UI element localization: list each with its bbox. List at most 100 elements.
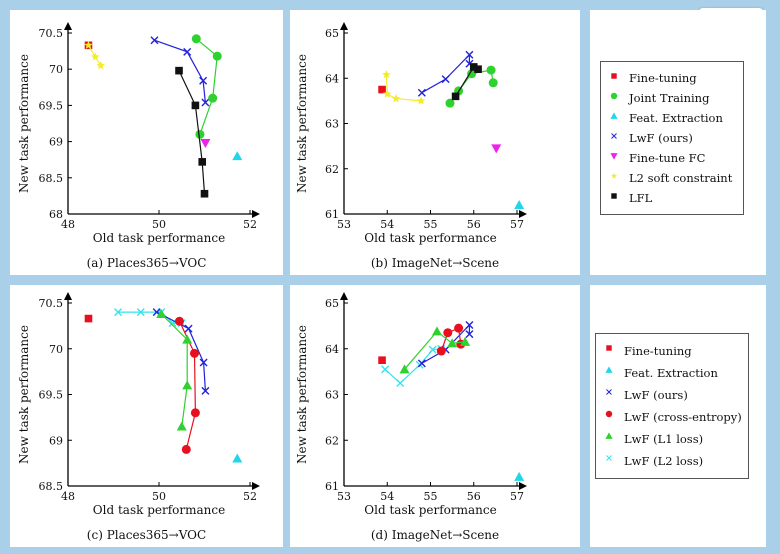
series-line-lwf-ours <box>421 323 470 364</box>
caption-b: (b) ImageNet→Scene <box>370 256 500 270</box>
point-l2-soft-constraint <box>91 52 100 61</box>
point-lwf-l2-loss <box>381 365 390 374</box>
panel-legend-bottom: Fine-tuning Feat. Extraction LwF (ours) LwF… <box>590 285 766 547</box>
series-line-lwf-ours <box>156 311 206 391</box>
y-axis-arrow <box>340 292 348 300</box>
x-tick-label: 48 <box>61 218 75 231</box>
point-l2-soft-constraint <box>84 40 93 49</box>
legend-label: Fine-tuning <box>629 71 697 85</box>
legend-marker-joint-training <box>610 92 618 100</box>
point-lwf-ours <box>417 88 426 97</box>
point-lfl <box>469 63 478 71</box>
legend-item-feat-extraction: Feat. Extraction <box>596 362 748 384</box>
point-lwf-l2-loss <box>114 308 123 317</box>
legend-label: LwF (L2 loss) <box>624 454 704 468</box>
y-tick-label: 70 <box>49 343 63 356</box>
point-lwf-l1-loss <box>399 364 410 374</box>
legend-item-lwf-l1-loss: LwF (L1 loss) <box>596 428 748 450</box>
y-axis-label: New task performance <box>295 325 309 464</box>
legend-marker-fine-tuning <box>611 73 617 79</box>
x-axis-arrow <box>252 482 260 490</box>
legend-item-l2-soft-constraint: L2 soft constraint <box>601 168 743 188</box>
y-tick-label: 65 <box>325 27 339 40</box>
point-joint-training <box>467 69 477 79</box>
point-l2-soft-constraint <box>416 96 426 105</box>
y-tick-label: 63 <box>325 389 339 402</box>
legend-item-feat-extraction: Feat. Extraction <box>601 108 743 128</box>
x-axis-label: Old task performance <box>364 231 496 245</box>
point-lwf-l1-loss <box>182 380 193 390</box>
panel-d: 53 54 55 56 57 61 62 63 64 65 Old task performance… <box>290 285 580 547</box>
legend-marker-lwf-l2-loss <box>606 455 612 461</box>
point-lwf-ours <box>441 75 450 84</box>
point-fine-tuning <box>378 85 386 94</box>
point-lwf-ours <box>465 50 474 59</box>
legend-label: LFL <box>629 191 653 205</box>
x-axis-arrow <box>519 482 527 490</box>
legend-label: Fine-tuning <box>624 344 692 358</box>
point-lwf-ours <box>184 324 193 333</box>
point-lwf-l2-loss <box>396 379 405 388</box>
y-tick-label: 69.5 <box>39 99 64 112</box>
legend-label: Joint Training <box>629 91 710 105</box>
point-l2-soft-constraint <box>96 61 105 70</box>
series-line-l2-soft-constraint <box>385 74 422 102</box>
x-tick-label: 53 <box>337 490 351 503</box>
y-axis-arrow <box>340 22 348 30</box>
x-tick-label: 52 <box>243 490 257 503</box>
legend-marker <box>605 366 613 373</box>
y-tick-label: 69 <box>49 136 63 149</box>
x-tick-label: 48 <box>61 490 75 503</box>
point-lwf-l1-loss <box>182 334 193 344</box>
point-joint-training <box>212 51 222 61</box>
point-lfl <box>198 158 207 166</box>
legend-item-lwf-l2-loss: LwF (L2 loss) <box>596 450 748 472</box>
legend-label: LwF (L1 loss) <box>624 432 704 446</box>
series-line-lfl <box>178 70 206 194</box>
x-tick-label: 55 <box>424 218 438 231</box>
legend-marker <box>611 133 617 139</box>
legend-item-joint-training: Joint Training <box>601 88 743 108</box>
legend-marker <box>610 92 618 100</box>
x-axis-arrow <box>519 210 527 218</box>
legend-marker-fine-tune-fc <box>610 153 618 160</box>
point-l2-soft-constraint <box>382 70 391 79</box>
legend-marker-lfl <box>611 193 617 199</box>
x-tick-label: 52 <box>243 218 257 231</box>
series-line-lwf-l1-loss <box>404 330 466 370</box>
y-tick-label: 65 <box>325 297 339 310</box>
legend-item-fine-tuning: Fine-tuning <box>596 340 748 362</box>
legend-marker <box>606 345 612 351</box>
legend-marker <box>610 112 618 119</box>
caption-c: (c) Places365→VOC <box>86 528 207 542</box>
point-lwf-cross-entropy <box>189 348 199 358</box>
y-axis-arrow <box>64 22 72 30</box>
point-lfl <box>191 101 200 110</box>
point-joint-training <box>488 78 498 88</box>
point-lwf-l2-loss <box>428 345 437 354</box>
legend-label: LwF (ours) <box>624 388 688 402</box>
point-l2-soft-constraint <box>383 89 392 98</box>
legend-marker-fine-tuning <box>606 345 612 351</box>
legend-marker <box>605 432 613 439</box>
point-joint-training <box>191 34 201 44</box>
y-tick-label: 69.5 <box>39 389 64 402</box>
point-lwf-cross-entropy <box>436 346 446 356</box>
point-lwf-ours <box>465 330 474 339</box>
point-lwf-ours <box>150 36 159 45</box>
legend-label: LwF (ours) <box>629 131 693 145</box>
x-tick-label: 50 <box>152 490 166 503</box>
y-tick-label: 70 <box>49 63 63 76</box>
point-feat-extraction <box>514 199 525 209</box>
point-lwf-l1-loss <box>447 338 458 348</box>
legend-marker-lwf-ours <box>611 133 617 139</box>
legend-marker <box>611 193 617 199</box>
x-tick-label: 57 <box>510 490 524 503</box>
point-lfl <box>175 66 183 75</box>
legend-marker-feat-extraction <box>605 366 613 373</box>
legend-item-fine-tuning: Fine-tuning <box>601 68 743 88</box>
x-tick-label: 54 <box>380 218 394 231</box>
point-lwf-l1-loss <box>156 308 167 318</box>
point-lwf-ours <box>199 76 208 85</box>
y-tick-label: 70.5 <box>39 27 64 40</box>
